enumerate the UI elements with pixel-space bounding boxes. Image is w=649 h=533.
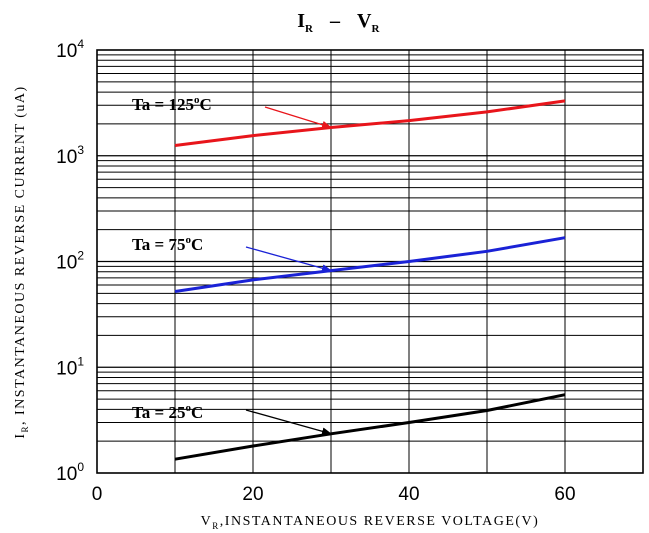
y-axis-label-text: , INSTANTANEOUS REVERSE CURRENT (uA) bbox=[13, 85, 28, 425]
title-main-left-sub: R bbox=[305, 23, 314, 35]
annotation-unit: C bbox=[199, 95, 211, 114]
plot-area-frame bbox=[96, 49, 644, 474]
annotation-unit: C bbox=[191, 403, 203, 422]
annotation-label-2: Ta = 75oC bbox=[132, 234, 203, 254]
annotation-arrow-1 bbox=[264, 106, 332, 129]
series-line-3 bbox=[174, 393, 566, 461]
x-axis-label: VR,INSTANTANEOUS REVERSE VOLTAGE(V) bbox=[201, 514, 540, 531]
annotation-label-3: Ta = 25oC bbox=[132, 402, 203, 422]
y-axis-label-sub: R bbox=[20, 425, 30, 433]
y-tick-exponent: 2 bbox=[77, 249, 84, 263]
y-tick-exponent: 3 bbox=[77, 143, 84, 157]
x-tick-label: 60 bbox=[554, 484, 575, 505]
x-axis-label-sub: R bbox=[212, 521, 220, 531]
y-tick-base: 10 bbox=[56, 358, 77, 379]
series-layer bbox=[174, 99, 566, 461]
annotation-degree: o bbox=[185, 402, 191, 414]
title-main-left: I bbox=[297, 10, 305, 32]
annotation-text: Ta = 125 bbox=[132, 95, 194, 114]
chart-title: IR – VR bbox=[297, 10, 380, 35]
y-tick-base: 10 bbox=[56, 253, 77, 274]
y-axis-label-symbol: I bbox=[13, 433, 28, 439]
title-main-right-sub: R bbox=[371, 23, 380, 35]
x-axis-label-symbol: V bbox=[201, 514, 213, 529]
annotation-text: Ta = 25 bbox=[132, 403, 185, 422]
series-line-2 bbox=[174, 236, 566, 293]
svg-text:VR: VR bbox=[357, 10, 380, 35]
x-axis-label-text: ,INSTANTANEOUS REVERSE VOLTAGE(V) bbox=[220, 514, 540, 529]
annotation-arrow-2 bbox=[245, 246, 332, 273]
x-tick-label: 0 bbox=[92, 484, 103, 505]
annotation-degree: o bbox=[185, 234, 191, 246]
y-tick-exponent: 0 bbox=[77, 460, 84, 474]
annotation-unit: C bbox=[191, 235, 203, 254]
svg-text:IR: IR bbox=[297, 10, 314, 35]
series-line-1 bbox=[174, 99, 566, 147]
annotation-arrow-3 bbox=[245, 409, 332, 436]
title-main-right: V bbox=[357, 10, 372, 32]
chart-grid bbox=[97, 50, 643, 473]
annotation-label-1: Ta = 125oC bbox=[132, 94, 212, 114]
y-axis-label: IR, INSTANTANEOUS REVERSE CURRENT (uA) bbox=[13, 85, 30, 438]
x-tick-label: 40 bbox=[398, 484, 419, 505]
y-tick-base: 10 bbox=[56, 147, 77, 168]
y-tick-label: 100 bbox=[56, 460, 84, 485]
annotation-text: Ta = 75 bbox=[132, 235, 185, 254]
y-tick-label: 104 bbox=[56, 37, 84, 62]
y-tick-base: 10 bbox=[56, 464, 77, 485]
y-tick-base: 10 bbox=[56, 41, 77, 62]
y-tick-label: 102 bbox=[56, 249, 84, 274]
title-separator: – bbox=[329, 10, 341, 32]
y-tick-exponent: 4 bbox=[77, 37, 84, 51]
y-tick-label: 101 bbox=[56, 354, 84, 379]
x-tick-label: 20 bbox=[242, 484, 263, 505]
annotation-degree: o bbox=[194, 94, 200, 106]
y-tick-exponent: 1 bbox=[77, 354, 84, 368]
y-tick-label: 103 bbox=[56, 143, 84, 168]
